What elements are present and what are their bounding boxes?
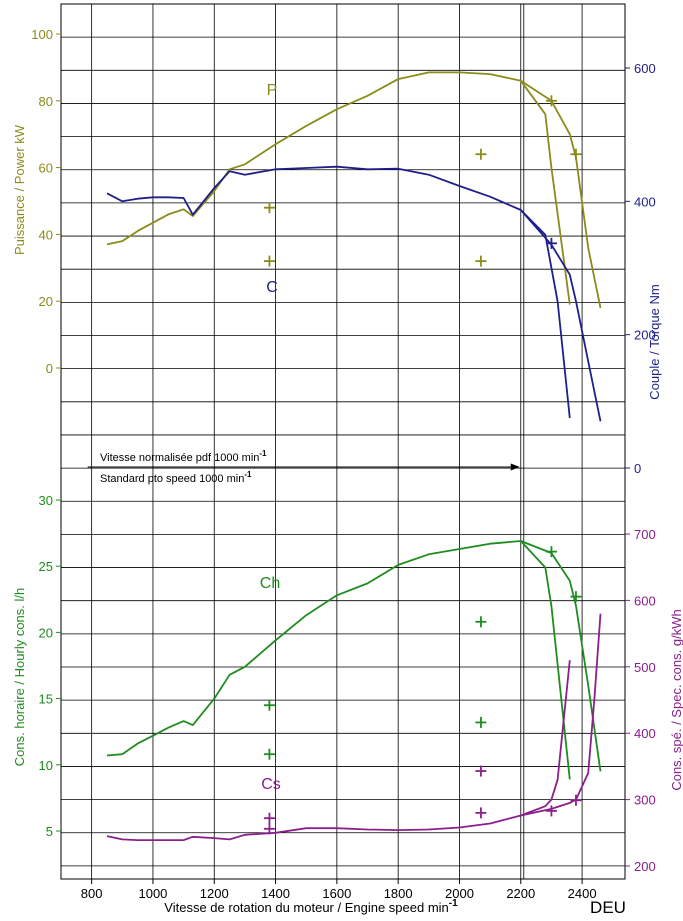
pto-annotation-line2-sup: -1 [244,470,252,479]
x-tick-label: 1200 [200,886,229,901]
hourly-tick-label: 30 [39,493,53,508]
torque-tick-label: 600 [634,61,656,76]
power-axis-label: Puissance / Power kW [12,124,27,255]
x-tick-label: 1400 [261,886,290,901]
specific-tick-label: 700 [634,527,656,542]
hourly-consumption-axis-label: Cons. horaire / Hourly cons. l/h [12,588,27,766]
power-tick-label: 60 [39,161,53,176]
series-label-torque: C [266,279,278,296]
x-tick-label: 1800 [384,886,413,901]
specific-tick-label: 400 [634,726,656,741]
pto-annotation-line2-text: Standard pto speed 1000 min [100,473,244,485]
series-label-specific: Cs [261,776,281,793]
footer-label: DEU [590,898,626,917]
torque-tick-label: 400 [634,194,656,209]
x-tick-label: 1600 [322,886,351,901]
hourly-tick-label: 20 [39,625,53,640]
power-tick-label: 40 [39,227,53,242]
pto-annotation-line1-sup: -1 [259,449,267,458]
pto-annotation-line1: Vitesse normalisée pdf 1000 min-1 [100,449,267,464]
x-tick-label: 2200 [506,886,535,901]
series-label-power: P [267,82,278,99]
torque-axis-label: Couple / Torque Nm [647,284,662,399]
specific-consumption-axis-label: Cons. spé. / Spec. cons. g/kWh [669,609,683,790]
specific-tick-label: 200 [634,859,656,874]
hourly-tick-label: 5 [46,824,53,839]
specific-tick-label: 500 [634,660,656,675]
pto-annotation-line1-text: Vitesse normalisée pdf 1000 min [100,452,259,464]
x-axis-label: Vitesse de rotation du moteur / Engine s… [164,898,458,915]
power-tick-label: 100 [31,27,53,42]
power-tick-label: 0 [46,361,53,376]
torque-tick-label: 0 [634,461,641,476]
specific-tick-label: 600 [634,593,656,608]
series-label-hourly: Ch [260,575,280,592]
hourly-tick-label: 15 [39,692,53,707]
x-axis-label-sup: -1 [449,898,458,909]
x-axis-label-text: Vitesse de rotation du moteur / Engine s… [164,900,449,915]
hourly-tick-label: 25 [39,559,53,574]
pto-annotation-line2: Standard pto speed 1000 min-1 [100,470,252,485]
x-tick-label: 1000 [138,886,167,901]
power-tick-label: 80 [39,94,53,109]
hourly-tick-label: 10 [39,758,53,773]
power-tick-label: 20 [39,294,53,309]
specific-tick-label: 300 [634,793,656,808]
x-tick-label: 800 [81,886,103,901]
